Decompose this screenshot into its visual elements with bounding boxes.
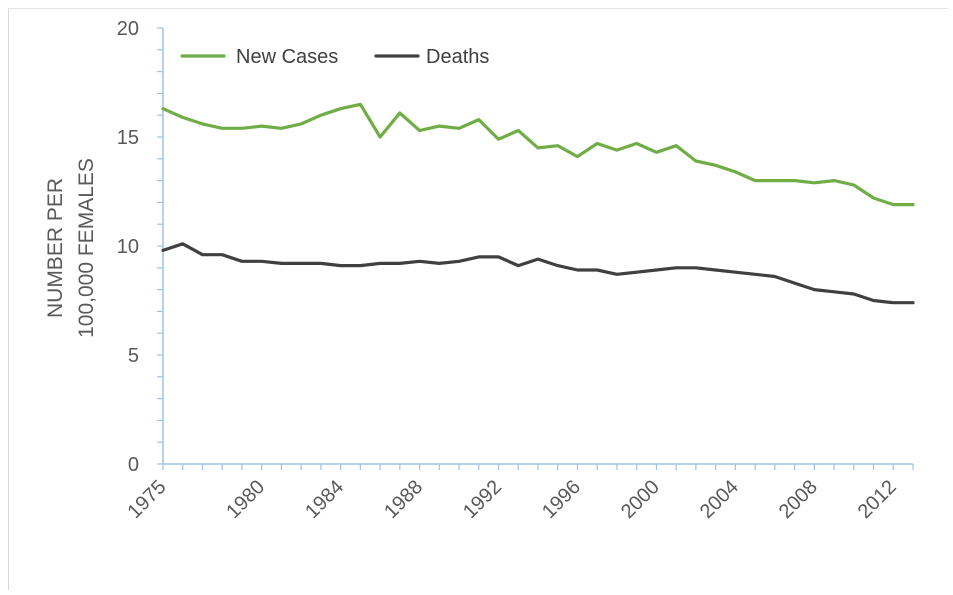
series-line-new-cases <box>161 102 915 207</box>
x-tick-label: 1992 <box>459 476 506 523</box>
x-tick-label: 2000 <box>617 476 664 523</box>
x-tick-label: 1996 <box>538 476 585 523</box>
legend-label: New Cases <box>236 46 338 68</box>
y-axis-label-line-1: NUMBER PER <box>44 178 67 318</box>
y-tick-label: 0 <box>128 454 139 476</box>
x-axis: 1975 1980 1984 1988 1992 1996 2000 2004 2008 2012 <box>124 463 914 523</box>
chart-frame <box>8 8 948 590</box>
y-axis-label-line-2: 100,000 FEMALES <box>75 158 98 338</box>
series-line-deaths <box>161 242 915 305</box>
x-tick-label: 2008 <box>775 476 822 523</box>
x-tick-label: 2004 <box>696 476 743 523</box>
x-tick-label: 1984 <box>301 476 348 523</box>
x-tick-label: 1980 <box>222 476 269 523</box>
legend: New Cases Deaths <box>180 46 489 68</box>
x-tick-label: 2012 <box>854 476 901 523</box>
y-tick-label: 20 <box>117 18 139 40</box>
y-axis: 0 5 10 15 20 <box>117 18 164 476</box>
y-tick-label: 15 <box>117 127 139 149</box>
legend-label: Deaths <box>426 46 489 68</box>
x-tick-label: 1975 <box>124 476 171 523</box>
series-layer <box>161 102 915 305</box>
y-tick-label: 10 <box>117 236 139 258</box>
y-tick-label: 5 <box>128 345 139 367</box>
x-tick-label: 1988 <box>380 476 427 523</box>
